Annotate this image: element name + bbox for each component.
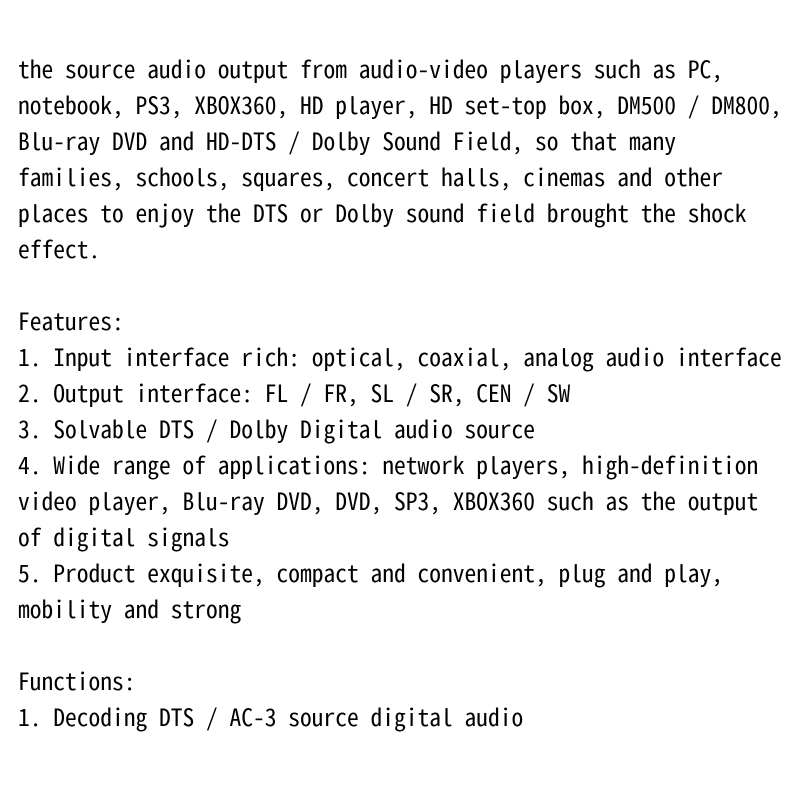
- features-heading: Features:: [18, 303, 124, 337]
- functions-heading: Functions:: [18, 663, 136, 697]
- feature-item: 5. Product exquisite, compact and conven…: [18, 555, 735, 625]
- intro-paragraph: the source audio output from audio-video…: [18, 51, 794, 265]
- product-description-page: the source audio output from audio-video…: [0, 0, 800, 800]
- feature-item: 1. Input interface rich: optical, coaxia…: [18, 339, 782, 373]
- feature-item: 4. Wide range of applications: network p…: [18, 447, 770, 553]
- function-item: 1. Decoding DTS / AC-3 source digital au…: [18, 699, 523, 733]
- feature-item: 3. Solvable DTS / Dolby Digital audio so…: [18, 411, 535, 445]
- feature-item: 2. Output interface: FL / FR, SL / SR, C…: [18, 375, 570, 409]
